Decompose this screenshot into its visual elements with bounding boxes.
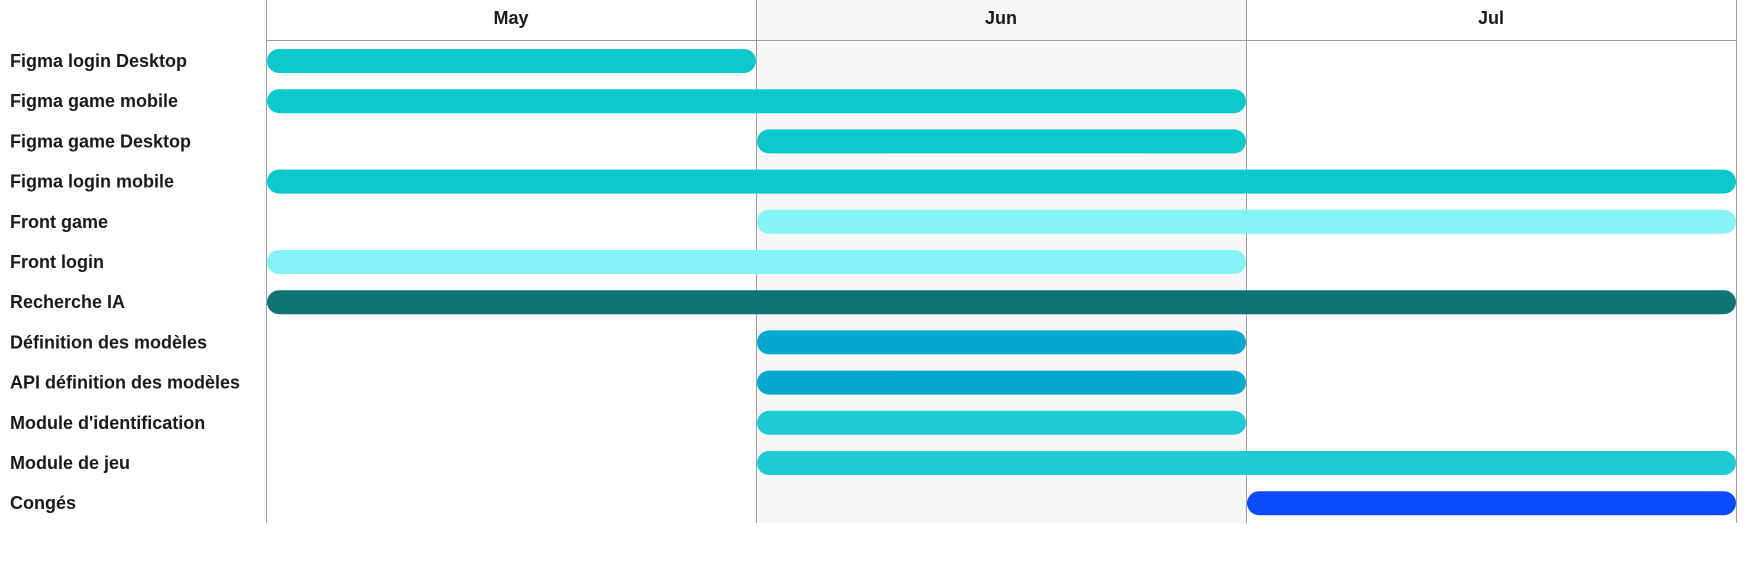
task-bar[interactable]: [757, 451, 1736, 475]
task-label: Figma login mobile: [10, 172, 174, 192]
task-label: Module de jeu: [10, 453, 130, 473]
task-label: Front game: [10, 212, 108, 232]
task-bar[interactable]: [267, 89, 1246, 114]
task-label: Figma login Desktop: [10, 51, 187, 71]
task-bar[interactable]: [267, 49, 756, 73]
task-label: API définition des modèles: [10, 373, 240, 393]
task-bar[interactable]: [757, 370, 1246, 395]
task-label: Module d'identification: [10, 413, 205, 433]
month-label: Jul: [1478, 8, 1504, 28]
month-label: May: [493, 8, 528, 28]
task-label: Figma game Desktop: [10, 131, 191, 151]
task-label: Congés: [10, 493, 76, 513]
task-bar[interactable]: [1247, 491, 1736, 516]
task-bar[interactable]: [757, 410, 1246, 435]
task-label: Figma game mobile: [10, 91, 178, 111]
task-bars: [267, 49, 1736, 516]
task-label: Front login: [10, 252, 104, 272]
task-bar[interactable]: [267, 169, 1736, 194]
task-bar[interactable]: [267, 290, 1736, 315]
task-bar[interactable]: [267, 250, 1246, 274]
task-bar[interactable]: [757, 129, 1246, 154]
month-header: May Jun Jul: [493, 8, 1504, 28]
task-label: Recherche IA: [10, 292, 125, 312]
task-label: Définition des modèles: [10, 332, 207, 352]
task-bar[interactable]: [757, 330, 1246, 355]
task-bar[interactable]: [757, 209, 1736, 234]
month-label: Jun: [985, 8, 1017, 28]
task-labels: Figma login Desktop Figma game mobile Figm…: [10, 51, 240, 513]
